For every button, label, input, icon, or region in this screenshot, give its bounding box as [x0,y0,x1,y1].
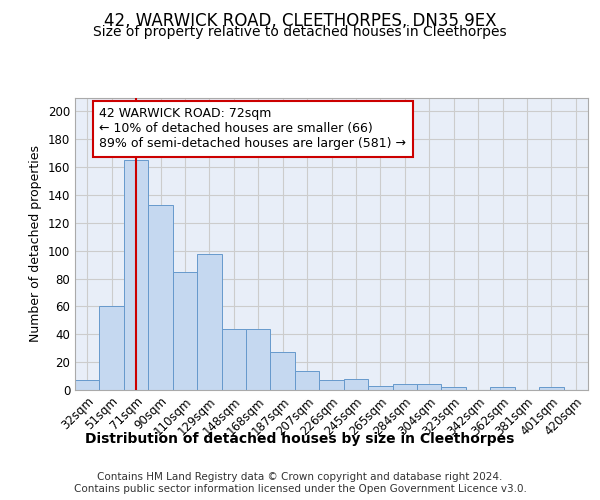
Bar [148,205,173,390]
Bar [75,380,100,390]
Bar [124,160,148,390]
Bar [100,306,124,390]
Bar [271,352,295,390]
Bar [539,387,563,390]
Bar [490,387,515,390]
Text: 42, WARWICK ROAD, CLEETHORPES, DN35 9EX: 42, WARWICK ROAD, CLEETHORPES, DN35 9EX [104,12,496,30]
Bar [392,384,417,390]
Bar [417,384,442,390]
Y-axis label: Number of detached properties: Number of detached properties [29,145,42,342]
Bar [221,328,246,390]
Text: Contains public sector information licensed under the Open Government Licence v3: Contains public sector information licen… [74,484,526,494]
Bar [173,272,197,390]
Text: Size of property relative to detached houses in Cleethorpes: Size of property relative to detached ho… [93,25,507,39]
Bar [295,370,319,390]
Bar [319,380,344,390]
Text: Contains HM Land Registry data © Crown copyright and database right 2024.: Contains HM Land Registry data © Crown c… [97,472,503,482]
Bar [246,328,271,390]
Bar [442,387,466,390]
Text: Distribution of detached houses by size in Cleethorpes: Distribution of detached houses by size … [85,432,515,446]
Bar [197,254,221,390]
Bar [368,386,392,390]
Text: 42 WARWICK ROAD: 72sqm
← 10% of detached houses are smaller (66)
89% of semi-det: 42 WARWICK ROAD: 72sqm ← 10% of detached… [100,108,406,150]
Bar [344,379,368,390]
